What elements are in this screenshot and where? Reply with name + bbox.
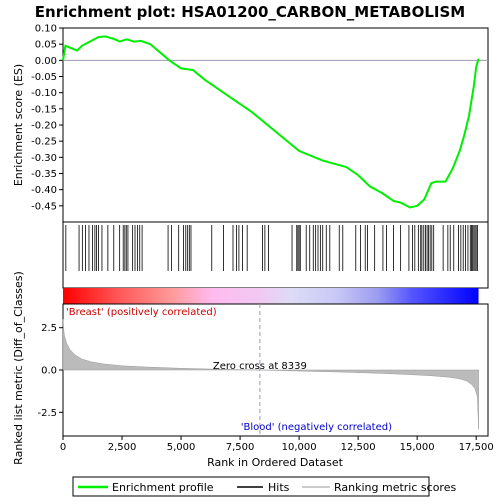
es-y-tick-label: 0.10: [35, 24, 57, 35]
x-tick-label: 7,500: [226, 442, 255, 453]
x-tick-label: 12,500: [341, 442, 376, 453]
ranking-color-bar: [63, 288, 479, 304]
es-y-tick-label: -0.15: [31, 104, 57, 115]
metric-y-tick-label: 2.5: [41, 323, 57, 334]
hits-panel: [62, 221, 489, 289]
legend-hits-label: Hits: [268, 481, 290, 494]
metric-y-tick-label: 0.0: [41, 366, 57, 377]
x-tick-label: 2,500: [108, 442, 137, 453]
zero-cross-label: Zero cross at 8339: [213, 361, 307, 372]
es-y-tick-label: 0.05: [35, 40, 57, 51]
metric-y-tick-label: -2.5: [37, 408, 57, 419]
chart-title: Enrichment plot: HSA01200_CARBON_METABOL…: [35, 3, 465, 21]
es-y-tick-label: -0.05: [31, 72, 57, 83]
legend: Enrichment profile Hits Ranking metric s…: [72, 476, 456, 497]
x-axis-label: Rank in Ordered Dataset: [207, 456, 344, 469]
x-tick-label: 10,000: [282, 442, 317, 453]
legend-profile-label: Enrichment profile: [112, 481, 214, 494]
x-tick-label: 5,000: [167, 442, 196, 453]
x-tick-label: 0: [60, 442, 66, 453]
es-panel: 0.10 0.05 0.00 -0.05 -0.10 -0.15 -0.20 -0.25 -0.…: [12, 24, 489, 223]
es-y-tick-label: 0.00: [35, 56, 57, 67]
metric-panel: 2.5 0.0 -2.5 Zero cross at 8339 'Breast' (…: [12, 271, 489, 465]
metric-y-ticks: 2.5 0.0 -2.5: [37, 323, 63, 419]
x-ticks: 0 2,500 5,000 7,500 10,000 12,500 15,000 17,500: [60, 436, 494, 453]
es-y-tick-label: -0.40: [31, 185, 57, 196]
es-y-tick-label: -0.45: [31, 201, 57, 212]
ranking-metric-area: [62, 319, 479, 430]
es-y-ticks: 0.10 0.05 0.00 -0.05 -0.10 -0.15 -0.20 -0.25 -0.…: [31, 24, 63, 212]
x-tick-label: 17,500: [459, 442, 494, 453]
es-y-tick-label: -0.25: [31, 137, 57, 148]
es-y-tick-label: -0.10: [31, 88, 57, 99]
positive-correlation-label: 'Breast' (positively correlated): [66, 307, 217, 318]
es-y-tick-label: -0.35: [31, 169, 57, 180]
x-tick-label: 15,000: [400, 442, 435, 453]
negative-correlation-label: 'Blood' (negatively correlated): [241, 422, 392, 433]
metric-y-axis-label: Ranked list metric (Diff_of_Classes): [12, 271, 25, 465]
legend-metric-label: Ranking metric scores: [334, 481, 456, 494]
es-y-tick-label: -0.30: [31, 153, 57, 164]
hit-marks: [65, 225, 479, 271]
enrichment-profile-line: [62, 35, 480, 209]
es-y-tick-label: -0.20: [31, 121, 57, 132]
es-y-axis-label: Enrichment score (ES): [12, 64, 25, 186]
